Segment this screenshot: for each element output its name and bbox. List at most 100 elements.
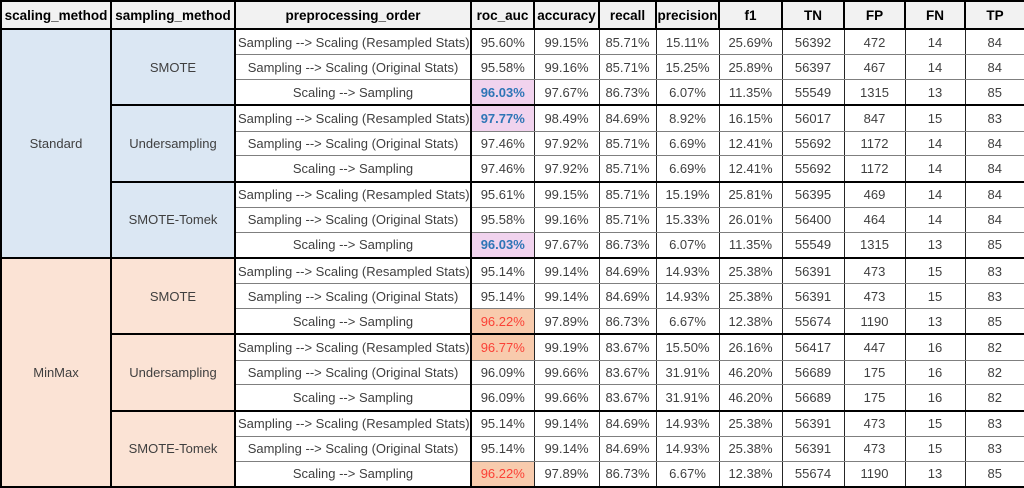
cell-tp: 84 — [964, 54, 1024, 81]
cell-sampling-method: SMOTE — [110, 256, 236, 336]
cell-precision: 15.11% — [655, 28, 720, 56]
cell-tp: 82 — [964, 333, 1024, 361]
table-row: SMOTE-Tomek Sampling --> Scaling (Resampl… — [1, 180, 1024, 259]
cell-accuracy: 99.16% — [533, 54, 600, 81]
column-header-fp: FP — [843, 0, 906, 30]
column-header-accuracy: accuracy — [533, 0, 600, 30]
cell-accuracy: 99.14% — [533, 257, 600, 285]
cell-precision: 6.07% — [655, 79, 720, 107]
cell-tn: 56391 — [781, 410, 845, 437]
cell-fn: 13 — [904, 79, 966, 107]
table-row: Scaling --> Sampling 96.03% 97.67% 86.73% 6.… — [1, 79, 1024, 107]
column-header-tp: TP — [964, 0, 1024, 30]
cell-fp: 175 — [843, 359, 906, 386]
cell-precision: 14.93% — [655, 283, 720, 310]
cell-f1: 11.35% — [718, 79, 783, 107]
cell-precision: 14.93% — [655, 257, 720, 285]
cell-recall: 85.71% — [598, 54, 657, 81]
cell-tp: 85 — [964, 79, 1024, 107]
cell-preprocessing-order: Sampling --> Scaling (Original Stats) — [234, 130, 472, 157]
cell-recall: 84.69% — [598, 283, 657, 310]
cell-roc-auc: 95.14% — [470, 435, 535, 462]
cell-precision: 8.92% — [655, 104, 720, 132]
table-row: Scaling --> Sampling 96.22% 97.89% 86.73% 6.… — [1, 308, 1024, 336]
cell-roc-auc: 97.46% — [470, 130, 535, 157]
cell-accuracy: 99.14% — [533, 435, 600, 462]
cell-tp: 83 — [964, 104, 1024, 132]
cell-roc-auc-highlighted: 96.77% — [470, 333, 535, 361]
cell-tp: 84 — [964, 155, 1024, 183]
cell-fp: 1172 — [843, 155, 906, 183]
cell-roc-auc: 95.60% — [470, 28, 535, 56]
cell-fp: 473 — [843, 283, 906, 310]
cell-f1: 26.01% — [718, 206, 783, 233]
cell-fn: 15 — [904, 283, 966, 310]
table-row: Scaling --> Sampling 96.03% 97.67% 86.73% 6.… — [1, 231, 1024, 259]
cell-fn: 13 — [904, 231, 966, 259]
cell-fn: 15 — [904, 410, 966, 437]
cell-roc-auc: 95.14% — [470, 410, 535, 437]
cell-accuracy: 97.89% — [533, 308, 600, 336]
cell-precision: 14.93% — [655, 435, 720, 462]
cell-fp: 1190 — [843, 460, 906, 488]
cell-sampling-method: SMOTE-Tomek — [110, 180, 236, 259]
cell-tp: 84 — [964, 206, 1024, 233]
cell-f1: 25.38% — [718, 410, 783, 437]
cell-tn: 55692 — [781, 155, 845, 183]
cell-tn: 56395 — [781, 181, 845, 208]
cell-tp: 83 — [964, 283, 1024, 310]
cell-fp: 464 — [843, 206, 906, 233]
cell-fn: 14 — [904, 181, 966, 208]
table-body: Standard SMOTE Sampling --> Scaling (Resam… — [0, 27, 1024, 488]
cell-fn: 13 — [904, 308, 966, 336]
cell-tp: 85 — [964, 460, 1024, 488]
column-header-roc-auc: roc_auc — [470, 0, 535, 30]
header-row: scaling_method sampling_method preprocessi… — [0, 0, 1024, 30]
cell-scaling-method: MinMax — [0, 256, 112, 488]
cell-tn: 55692 — [781, 130, 845, 157]
cell-tp: 83 — [964, 435, 1024, 462]
cell-recall: 83.67% — [598, 333, 657, 361]
cell-preprocessing-order: Scaling --> Sampling — [234, 308, 472, 336]
cell-tp: 84 — [964, 130, 1024, 157]
cell-fp: 469 — [843, 181, 906, 208]
cell-precision: 15.25% — [655, 54, 720, 81]
cell-f1: 46.20% — [718, 359, 783, 386]
cell-tp: 82 — [964, 359, 1024, 386]
cell-tn: 55674 — [781, 308, 845, 336]
cell-sampling-method: Undersampling — [110, 333, 236, 412]
table-row: Undersampling Sampling --> Scaling (Resam… — [1, 104, 1024, 183]
cell-accuracy: 99.14% — [533, 283, 600, 310]
cell-fn: 13 — [904, 460, 966, 488]
cell-tn: 56392 — [781, 28, 845, 56]
cell-accuracy: 97.92% — [533, 155, 600, 183]
cell-roc-auc: 95.58% — [470, 206, 535, 233]
cell-fp: 473 — [843, 435, 906, 462]
cell-preprocessing-order: Scaling --> Sampling — [234, 460, 472, 488]
cell-preprocessing-order: Sampling --> Scaling (Original Stats) — [234, 359, 472, 386]
cell-fn: 14 — [904, 130, 966, 157]
cell-roc-auc-highlighted: 96.22% — [470, 460, 535, 488]
cell-scaling-method: Standard — [0, 28, 112, 259]
cell-fn: 14 — [904, 54, 966, 81]
cell-f1: 25.69% — [718, 28, 783, 56]
cell-tp: 85 — [964, 308, 1024, 336]
cell-tn: 55549 — [781, 231, 845, 259]
cell-fn: 16 — [904, 359, 966, 386]
cell-tn: 56689 — [781, 384, 845, 412]
cell-tn: 55674 — [781, 460, 845, 488]
cell-precision: 6.69% — [655, 155, 720, 183]
cell-roc-auc: 95.14% — [470, 283, 535, 310]
cell-roc-auc-highlighted: 96.03% — [470, 231, 535, 259]
cell-tn: 56400 — [781, 206, 845, 233]
cell-preprocessing-order: Sampling --> Scaling (Resampled Stats) — [234, 28, 472, 56]
cell-recall: 84.69% — [598, 104, 657, 132]
cell-f1: 25.38% — [718, 257, 783, 285]
cell-precision: 6.67% — [655, 460, 720, 488]
cell-recall: 85.71% — [598, 130, 657, 157]
cell-accuracy: 99.66% — [533, 384, 600, 412]
cell-recall: 86.73% — [598, 79, 657, 107]
cell-accuracy: 97.89% — [533, 460, 600, 488]
table-row: Sampling --> Scaling (Original Stats) 95.… — [1, 435, 1024, 462]
cell-f1: 46.20% — [718, 384, 783, 412]
